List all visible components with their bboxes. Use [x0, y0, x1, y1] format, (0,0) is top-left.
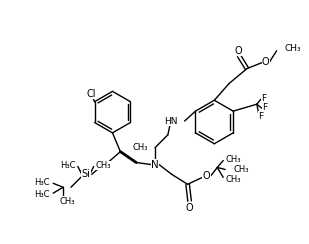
Text: CH₃: CH₃ [225, 155, 241, 164]
Text: F: F [258, 112, 263, 121]
Text: O: O [203, 171, 210, 181]
Text: H₃C: H₃C [34, 190, 49, 199]
Text: HN: HN [164, 117, 178, 125]
Text: H₃C: H₃C [34, 178, 49, 187]
Text: CH₃: CH₃ [59, 197, 75, 206]
Text: F: F [262, 103, 267, 112]
Text: H₃C: H₃C [60, 161, 76, 170]
Text: O: O [99, 163, 106, 173]
Text: Cl: Cl [87, 89, 96, 99]
Text: O: O [262, 57, 269, 67]
Text: N: N [151, 160, 159, 170]
Text: CH₃: CH₃ [233, 165, 249, 174]
Text: CH₃: CH₃ [132, 143, 148, 152]
Text: CH₃: CH₃ [225, 175, 241, 184]
Text: CH₃: CH₃ [285, 44, 301, 53]
Text: O: O [234, 46, 242, 56]
Text: CH₃: CH₃ [96, 161, 111, 170]
Text: Si: Si [81, 169, 90, 179]
Text: F: F [261, 94, 266, 103]
Text: O: O [186, 203, 193, 213]
